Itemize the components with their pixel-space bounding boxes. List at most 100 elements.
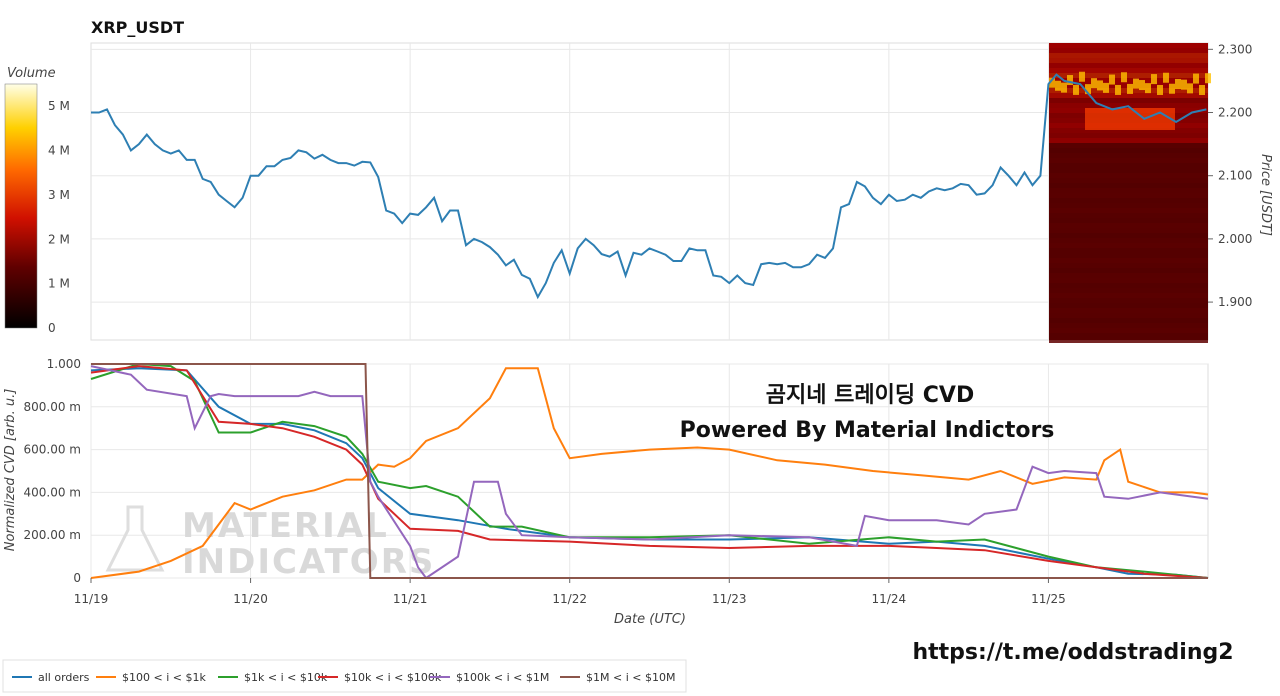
heatmap-cell <box>1085 84 1091 95</box>
heatmap-row <box>1049 68 1208 73</box>
watermark-top: MATERIAL <box>182 506 389 546</box>
price-panel: 2.300 2.200 2.100 2.000 1.900 XRP_USDT Price… <box>90 18 1273 343</box>
heatmap-row <box>1049 213 1208 218</box>
heatmap-row <box>1049 318 1208 323</box>
cvd-y-ticks: 1.000 800.00 m 600.00 m 400.00 m 200.00 m 0 <box>24 357 82 585</box>
legend-label[interactable]: all orders <box>38 671 90 684</box>
colorbar-ticks: 5 M 4 M 3 M 2 M 1 M 0 <box>48 99 70 335</box>
price-tick-label: 2.100 <box>1218 169 1252 183</box>
colorbar-tick-label: 2 M <box>48 232 70 246</box>
heatmap-cell <box>1055 80 1061 91</box>
cvd-x-tick-label: 11/20 <box>233 592 268 606</box>
cvd-series-line <box>90 365 1209 580</box>
heatmap-cell <box>1175 78 1181 89</box>
heatmap-row <box>1049 158 1208 163</box>
price-tick-label: 2.300 <box>1218 42 1252 56</box>
cvd-y-tick-label: 400.00 m <box>24 485 82 499</box>
heatmap-row <box>1049 168 1208 173</box>
heatmap-row <box>1049 278 1208 283</box>
heatmap-cell <box>1121 72 1127 83</box>
heatmap-row <box>1049 273 1208 278</box>
legend-label[interactable]: $100 < i < $1k <box>122 671 206 684</box>
heatmap-row <box>1049 173 1208 178</box>
heatmap-cell <box>1115 84 1121 95</box>
heatmap-cell <box>1157 84 1163 95</box>
heatmap-row <box>1049 333 1208 338</box>
price-chart-title: XRP_USDT <box>91 18 184 37</box>
heatmap-row <box>1049 283 1208 288</box>
heatmap-row <box>1049 138 1208 143</box>
price-line <box>91 73 1207 300</box>
cvd-y-tick-label: 200.00 m <box>24 528 82 542</box>
material-indicators-watermark: MATERIAL INDICATORS <box>105 505 433 582</box>
volume-heatmap <box>1049 43 1211 343</box>
colorbar-label: Volume <box>7 66 56 81</box>
cvd-y-tick-label: 600.00 m <box>24 443 82 457</box>
heatmap-row <box>1049 243 1208 248</box>
legend-label[interactable]: $1k < i < $10k <box>244 671 328 684</box>
colorbar-gradient <box>4 83 38 329</box>
heatmap-cell <box>1061 82 1067 93</box>
heatmap-cell <box>1163 72 1169 83</box>
cvd-x-tick-label: 11/24 <box>872 592 907 606</box>
colorbar-tick-label: 0 <box>48 321 56 335</box>
heatmap-row <box>1049 128 1208 133</box>
heatmap-row <box>1049 78 1208 83</box>
price-plot-area <box>90 42 1209 341</box>
cvd-x-tick-label: 11/25 <box>1031 592 1066 606</box>
heatmap-row <box>1049 268 1208 273</box>
heatmap-row <box>1049 193 1208 198</box>
heatmap-row <box>1049 303 1208 308</box>
cvd-series-line <box>90 362 1209 579</box>
heatmap-row <box>1049 328 1208 333</box>
heatmap-cluster <box>1085 108 1175 130</box>
colorbar-tick-label: 1 M <box>48 277 70 291</box>
cvd-series-line <box>91 363 1208 579</box>
heatmap-row <box>1049 293 1208 298</box>
heatmap-row <box>1049 98 1208 103</box>
heatmap-row <box>1049 178 1208 183</box>
cvd-panel: MATERIAL INDICATORS 1.000 800.00 m 600.00 … <box>3 357 1209 627</box>
legend-label[interactable]: $100k < i < $1M <box>456 671 549 684</box>
heatmap-cell <box>1151 74 1157 85</box>
colorbar-tick-label: 4 M <box>48 144 70 158</box>
heatmap-row <box>1049 143 1208 148</box>
cvd-y-tick-label: 0 <box>73 571 81 585</box>
heatmap-cell <box>1073 84 1079 95</box>
heatmap-row <box>1049 323 1208 328</box>
cvd-x-tick-label: 11/22 <box>552 592 587 606</box>
heatmap-cell <box>1181 79 1187 90</box>
cvd-series-line <box>90 367 1209 579</box>
overlay-subtitle: Powered By Material Indictors <box>680 418 1055 443</box>
cvd-y-tick-label: 800.00 m <box>24 400 82 414</box>
price-y-axis-title: Price [USDT] <box>1258 154 1273 236</box>
heatmap-row <box>1049 208 1208 213</box>
cvd-lines <box>90 362 1209 580</box>
heatmap-row <box>1049 308 1208 313</box>
price-y-ticks: 2.300 2.200 2.100 2.000 1.900 <box>1208 42 1252 309</box>
heatmap-row <box>1049 198 1208 203</box>
heatmap-row <box>1049 183 1208 188</box>
heatmap-row <box>1049 203 1208 208</box>
legend-label[interactable]: $10k < i < $100k <box>344 671 442 684</box>
heatmap-row <box>1049 43 1208 48</box>
legend-items: all orders $100 < i < $1k $1k < i < $10k $1… <box>12 671 675 684</box>
heatmap-row <box>1049 153 1208 158</box>
heatmap-cell <box>1133 78 1139 89</box>
legend-label[interactable]: $1M < i < $10M <box>586 671 675 684</box>
volume-colorbar: Volume 5 M 4 M 3 M 2 M 1 M 0 <box>4 66 70 335</box>
heatmap-row <box>1049 228 1208 233</box>
telegram-url[interactable]: https://t.me/oddstrading2 <box>912 640 1233 665</box>
cvd-plot-area <box>90 363 1209 579</box>
cvd-x-tick-label: 11/21 <box>393 592 428 606</box>
heatmap-row <box>1049 233 1208 238</box>
heatmap-cell <box>1067 75 1073 86</box>
cvd-x-tick-label: 11/23 <box>712 592 747 606</box>
heatmap-cell <box>1145 83 1151 94</box>
heatmap-cell <box>1079 71 1085 82</box>
heatmap-row <box>1049 133 1208 138</box>
heatmap-cell <box>1205 73 1211 84</box>
heatmap-cell <box>1091 78 1097 89</box>
cvd-y-axis-title: Normalized CVD [arb. u.] <box>3 389 18 552</box>
